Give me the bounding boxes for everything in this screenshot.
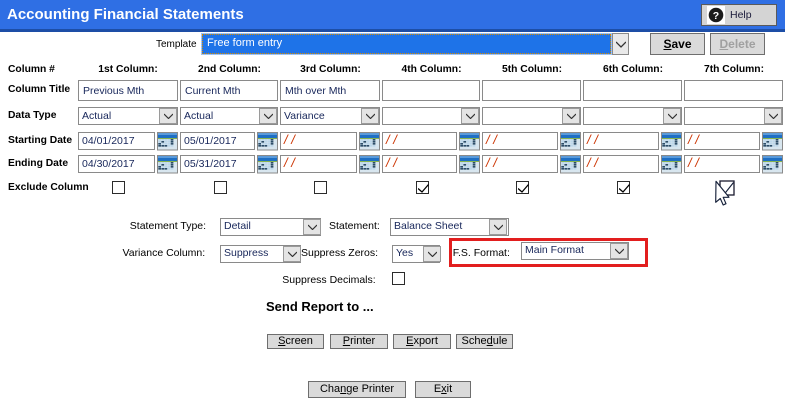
svg-text:?: ?: [713, 10, 719, 22]
